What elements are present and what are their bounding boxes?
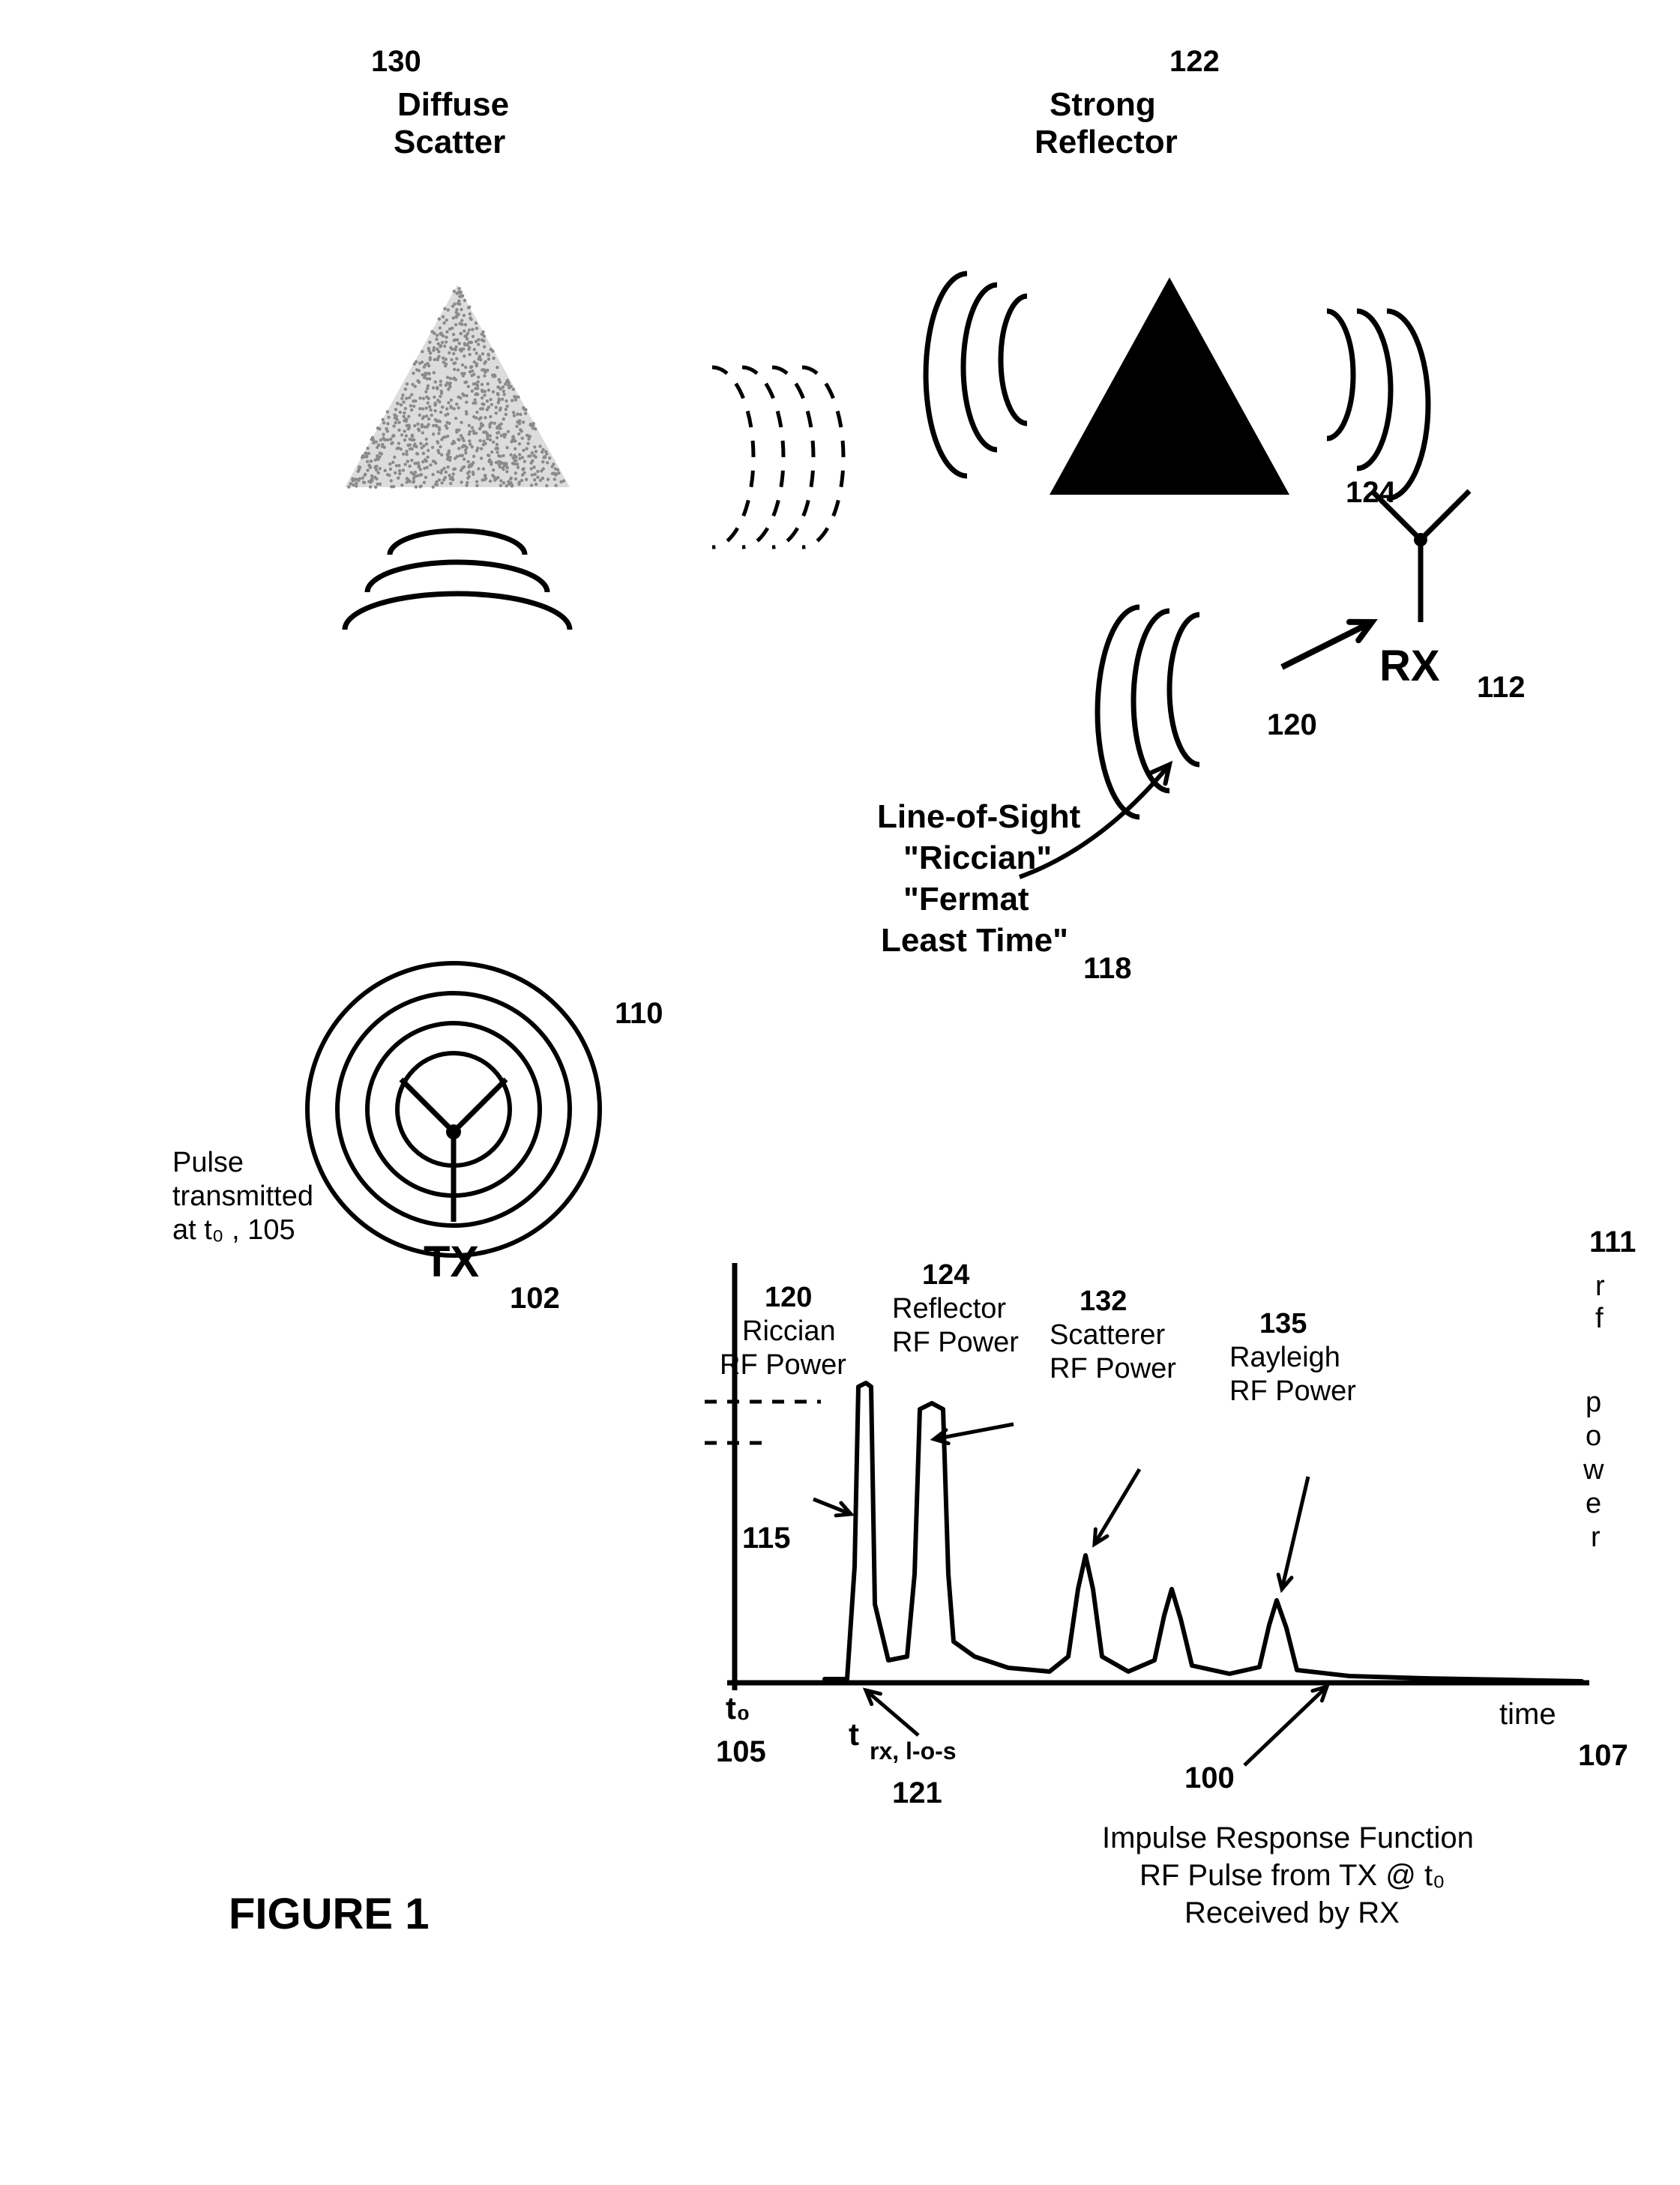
reflector-title-2: Reflector bbox=[1035, 124, 1178, 161]
pk-scat-1: Scatterer bbox=[1050, 1319, 1165, 1351]
figure-canvas: 130 Diffuse Scatter 122 Strong Reflector… bbox=[0, 0, 1680, 2185]
y-axis-p: p bbox=[1586, 1387, 1601, 1419]
trx-t: t bbox=[849, 1717, 859, 1752]
pk-ray-1: Rayleigh bbox=[1229, 1342, 1340, 1374]
y-axis-w: w bbox=[1583, 1454, 1604, 1486]
pk-refl-1: Reflector bbox=[892, 1293, 1006, 1325]
ref-107: 107 bbox=[1578, 1739, 1628, 1773]
ref-112: 112 bbox=[1477, 671, 1526, 705]
ref-130: 130 bbox=[371, 45, 421, 79]
pk-riccian-2: RF Power bbox=[720, 1349, 846, 1381]
los-title-2: "Riccian" bbox=[903, 840, 1052, 877]
pk-scat-ref: 132 bbox=[1080, 1286, 1127, 1318]
los-title-3: "Fermat bbox=[903, 881, 1029, 918]
y-axis-r2: r bbox=[1591, 1522, 1601, 1554]
figure-title: FIGURE 1 bbox=[229, 1889, 430, 1939]
ref-100: 100 bbox=[1184, 1761, 1235, 1795]
pk-ray-2: RF Power bbox=[1229, 1375, 1356, 1408]
ref-121: 121 bbox=[892, 1776, 942, 1810]
x-axis-label: time bbox=[1499, 1698, 1556, 1732]
rx-symbol: RX bbox=[1379, 641, 1440, 691]
diffuse-title-1: Diffuse bbox=[397, 86, 509, 124]
pk-refl-2: RF Power bbox=[892, 1327, 1019, 1359]
ref-102: 102 bbox=[510, 1282, 560, 1315]
ref-115: 115 bbox=[742, 1522, 791, 1555]
trx-sub: rx, l-o-s bbox=[870, 1738, 957, 1765]
figure-svg bbox=[0, 0, 1680, 2185]
pk-riccian-ref: 120 bbox=[765, 1282, 812, 1314]
ref-124: 124 bbox=[1346, 476, 1396, 510]
y-axis-o: o bbox=[1586, 1420, 1601, 1453]
los-title-1: Line-of-Sight bbox=[877, 798, 1080, 836]
ref-122: 122 bbox=[1169, 45, 1220, 79]
pk-riccian-1: Riccian bbox=[742, 1315, 836, 1348]
reflector-title-1: Strong bbox=[1050, 86, 1156, 124]
pulse-label-3: at t₀ , 105 bbox=[172, 1214, 295, 1247]
ref-105: 105 bbox=[716, 1735, 766, 1769]
ref-120: 120 bbox=[1267, 708, 1317, 742]
y-axis-e: e bbox=[1586, 1488, 1601, 1520]
pk-scat-2: RF Power bbox=[1050, 1353, 1176, 1385]
ref-111: 111 bbox=[1589, 1226, 1636, 1259]
los-title-4: Least Time" bbox=[881, 922, 1068, 959]
t0-label: t₀ bbox=[726, 1690, 750, 1726]
caption-2: RF Pulse from TX @ t₀ bbox=[1139, 1859, 1445, 1893]
pulse-label-1: Pulse bbox=[172, 1147, 244, 1179]
pk-ray-ref: 135 bbox=[1259, 1308, 1307, 1340]
tx-symbol: TX bbox=[424, 1237, 479, 1287]
ref-118: 118 bbox=[1083, 952, 1132, 986]
pk-refl-ref: 124 bbox=[922, 1259, 969, 1292]
caption-3: Received by RX bbox=[1184, 1896, 1400, 1930]
y-axis-f: f bbox=[1595, 1303, 1604, 1335]
y-axis-r: r bbox=[1595, 1271, 1605, 1303]
ref-110: 110 bbox=[615, 997, 663, 1031]
pulse-label-2: transmitted bbox=[172, 1181, 313, 1213]
caption-1: Impulse Response Function bbox=[1102, 1821, 1474, 1855]
diffuse-title-2: Scatter bbox=[394, 124, 505, 161]
